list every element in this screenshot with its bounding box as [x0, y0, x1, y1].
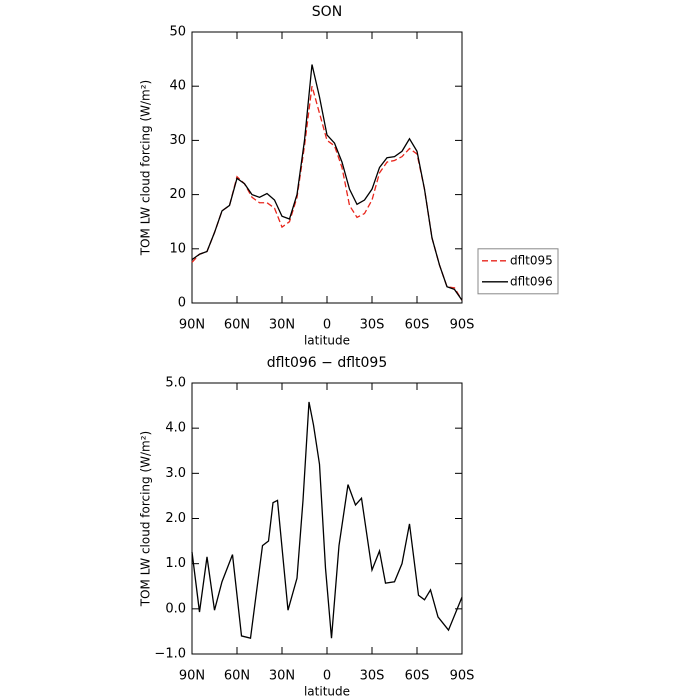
y-tick-label: −1.0 [154, 647, 186, 662]
x-tick-label: 60N [224, 669, 250, 684]
y-tick-label: 50 [169, 25, 186, 40]
y-tick-label: 0 [178, 296, 186, 311]
x-tick-label: 60S [405, 318, 430, 333]
x-tick-label: 90N [179, 669, 205, 684]
x-tick-label: 0 [323, 318, 331, 333]
x-tick-label: 90S [450, 669, 475, 684]
x-tick-label: 30S [360, 669, 385, 684]
x-axis-label: latitude [304, 334, 350, 348]
y-tick-label: 2.0 [165, 511, 186, 526]
legend-box [477, 248, 559, 295]
x-tick-label: 90N [179, 318, 205, 333]
y-tick-label: 40 [169, 79, 186, 94]
y-tick-label: 1.0 [165, 556, 186, 571]
plot-frame [191, 382, 463, 655]
y-tick-label: 20 [169, 187, 186, 202]
y-axis-label: TOM LW cloud forcing (W/m²) [139, 431, 153, 608]
x-tick-label: 0 [323, 669, 331, 684]
data-line [191, 401, 463, 639]
y-tick-label: 5.0 [165, 376, 186, 391]
y-tick-label: 3.0 [165, 466, 186, 481]
chart-title: SON [312, 4, 342, 20]
chart-title: dflt096 − dflt095 [267, 355, 387, 371]
plot-frame [191, 31, 463, 304]
x-tick-label: 30N [269, 669, 295, 684]
y-axis-label: TOM LW cloud forcing (W/m²) [139, 80, 153, 257]
x-tick-label: 60N [224, 318, 250, 333]
x-axis-label: latitude [304, 685, 350, 699]
y-tick-label: 30 [169, 133, 186, 148]
x-tick-label: 60S [405, 669, 430, 684]
x-tick-label: 30S [360, 318, 385, 333]
data-line [191, 64, 463, 301]
legend-label: dflt096 [510, 274, 553, 288]
y-tick-label: 0.0 [165, 601, 186, 616]
y-tick-label: 4.0 [165, 421, 186, 436]
x-tick-label: 30N [269, 318, 295, 333]
legend-label: dflt095 [510, 253, 553, 267]
x-tick-label: 90S [450, 318, 475, 333]
y-tick-label: 10 [169, 241, 186, 256]
